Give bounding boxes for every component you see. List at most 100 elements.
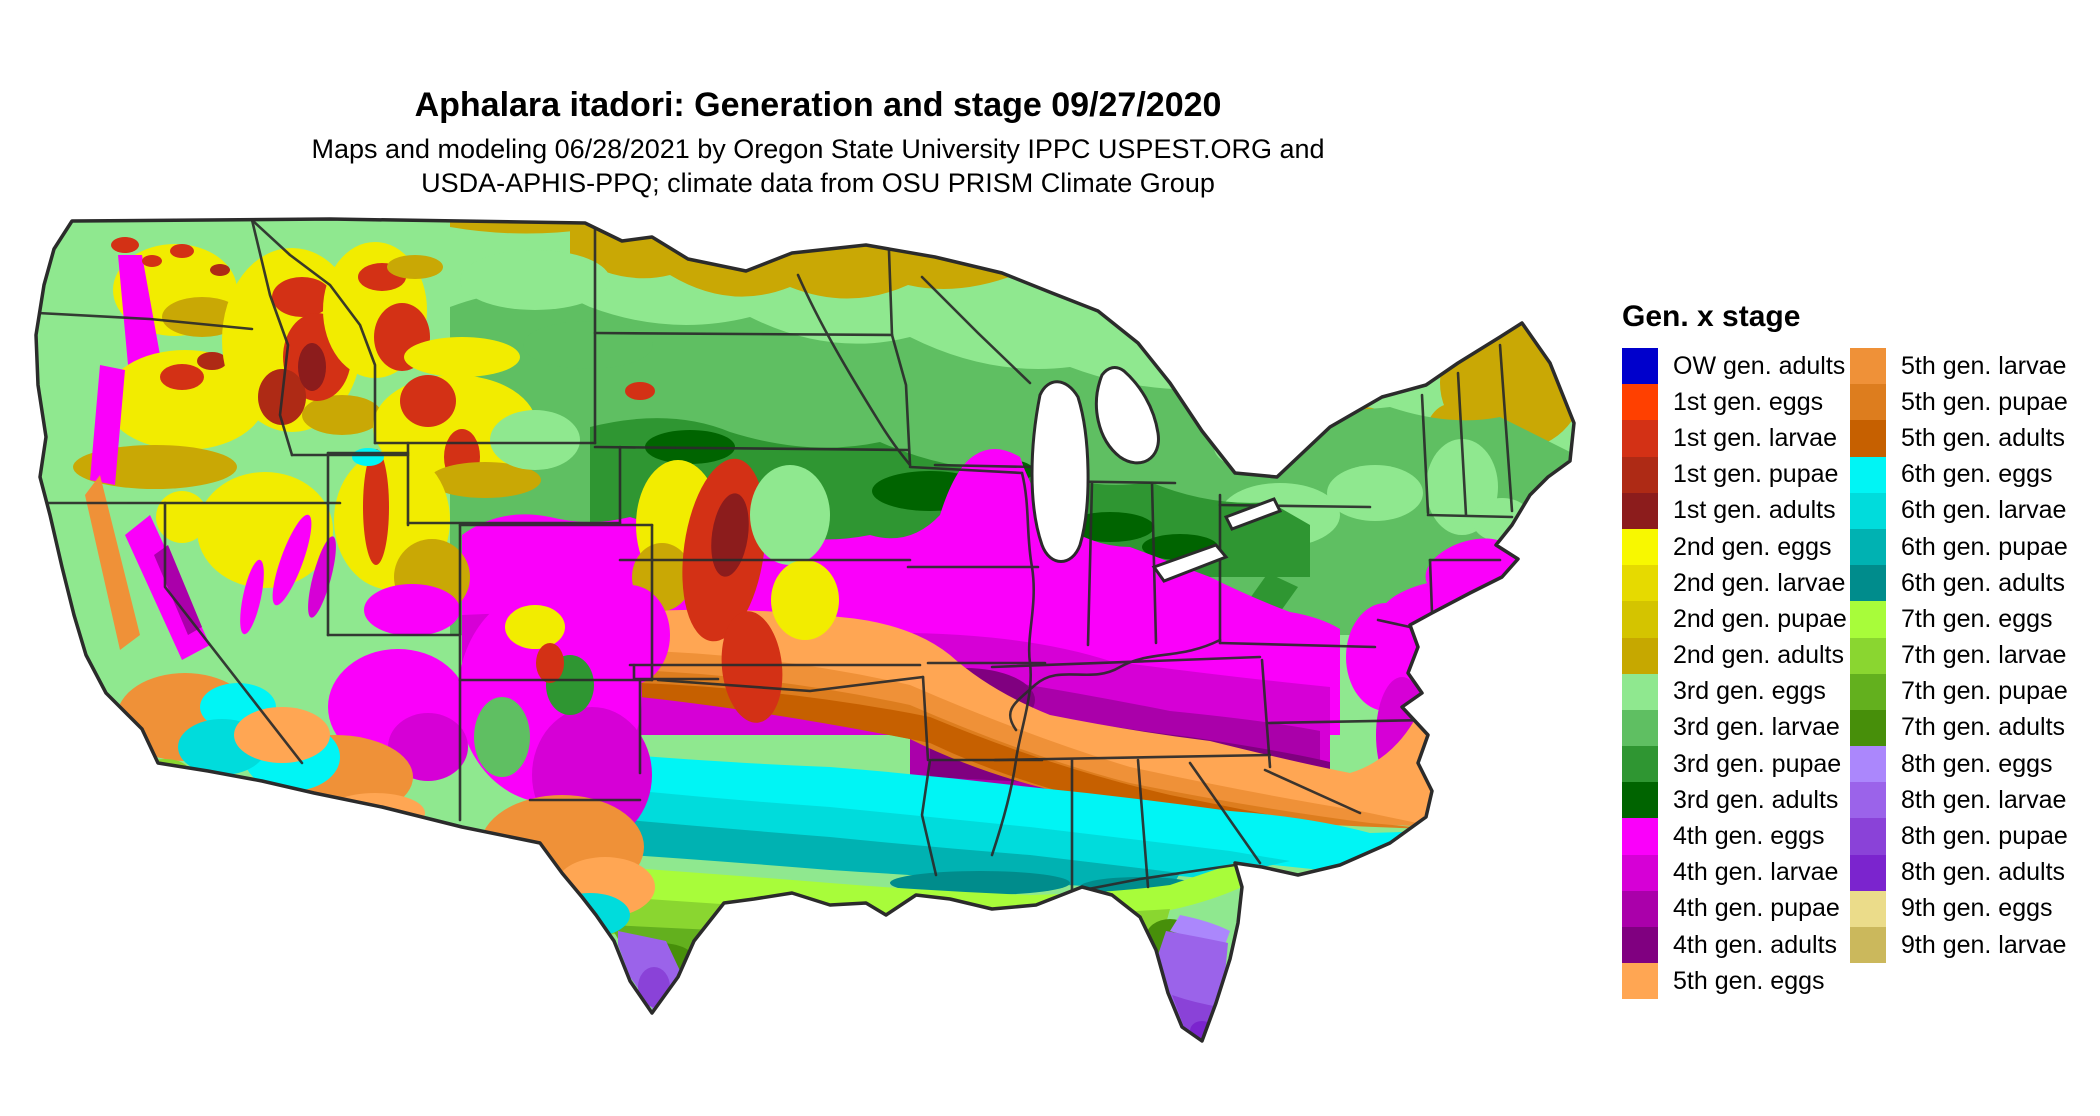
legend-swatch [1850, 456, 1886, 493]
legend-item: 7th gen. eggs [1850, 601, 2068, 638]
legend-label: 8th gen. adults [1901, 858, 2066, 887]
legend-label: 1st gen. adults [1673, 496, 1836, 525]
map-raster-layers [36, 219, 1574, 1041]
legend-item: 3rd gen. adults [1622, 782, 1847, 819]
legend-swatch [1622, 456, 1658, 493]
subtitle-line-2: USDA-APHIS-PPQ; climate data from OSU PR… [421, 168, 1215, 198]
legend-swatch [1622, 963, 1658, 1000]
legend-item: 5th gen. pupae [1850, 384, 2068, 421]
legend-item: 2nd gen. pupae [1622, 601, 1847, 638]
legend-label: 3rd gen. pupae [1673, 749, 1842, 778]
legend-item: 8th gen. eggs [1850, 746, 2068, 783]
legend-item: 3rd gen. pupae [1622, 746, 1847, 783]
legend-item: 3rd gen. eggs [1622, 673, 1847, 710]
legend-swatch [1850, 420, 1886, 457]
lake-michigan [1030, 380, 1090, 563]
legend-label: 8th gen. larvae [1901, 785, 2067, 814]
legend-label: 6th gen. eggs [1901, 460, 2053, 489]
legend-label: 2nd gen. eggs [1673, 532, 1832, 561]
legend-item: 6th gen. adults [1850, 565, 2068, 602]
legend-column-2: 5th gen. larvae 5th gen. pupae 5th gen. ad… [1850, 348, 2068, 964]
legend-swatch [1850, 890, 1886, 927]
legend-label: 7th gen. pupae [1901, 677, 2068, 706]
legend-label: 7th gen. larvae [1901, 641, 2067, 670]
legend-item: 9th gen. larvae [1850, 927, 2068, 964]
legend-item: 2nd gen. eggs [1622, 528, 1847, 566]
legend-item: 7th gen. pupae [1850, 673, 2068, 710]
legend-swatch [1622, 601, 1658, 638]
lake-erie [1151, 543, 1229, 583]
legend-label: 3rd gen. adults [1673, 785, 1839, 814]
legend-label: 5th gen. adults [1901, 423, 2066, 452]
legend-swatch [1850, 492, 1886, 529]
legend-swatch [1850, 637, 1886, 674]
legend-label: 4th gen. pupae [1673, 894, 1840, 923]
legend-swatch [1850, 709, 1886, 747]
legend-swatch [1850, 818, 1886, 855]
legend-label: 2nd gen. adults [1673, 641, 1844, 670]
legend-item: 9th gen. eggs [1850, 890, 2068, 927]
legend-swatch [1622, 565, 1658, 602]
legend-swatch [1850, 854, 1886, 891]
legend-swatch [1850, 384, 1886, 421]
legend: Gen. x stage OW gen. adults 1st gen. eggs… [1622, 300, 2082, 1000]
legend-label: 3rd gen. eggs [1673, 677, 1826, 706]
legend-label: 5th gen. pupae [1901, 387, 2068, 416]
state-borders [36, 219, 1514, 897]
legend-item: 5th gen. adults [1850, 420, 2068, 457]
legend-label: OW gen. adults [1673, 351, 1846, 380]
legend-swatch [1622, 854, 1658, 891]
legend-label: 7th gen. adults [1901, 713, 2066, 742]
legend-label: 9th gen. larvae [1901, 930, 2067, 959]
legend-swatch [1622, 782, 1658, 819]
lake-ontario [1223, 497, 1283, 531]
legend-swatch [1622, 890, 1658, 927]
legend-label: 8th gen. eggs [1901, 749, 2053, 778]
legend-label: 4th gen. eggs [1673, 822, 1825, 851]
legend-swatch [1622, 637, 1658, 674]
us-outline [34, 217, 1576, 1043]
legend-item: 2nd gen. adults [1622, 637, 1847, 674]
legend-item: 4th gen. adults [1622, 927, 1847, 964]
us-generation-stage-map [30, 215, 1580, 1065]
legend-swatch [1622, 528, 1658, 566]
legend-item: OW gen. adults [1622, 348, 1847, 385]
legend-label: 2nd gen. pupae [1673, 604, 1847, 633]
legend-swatch [1850, 746, 1886, 783]
legend-label: 8th gen. pupae [1901, 822, 2068, 851]
legend-label: 9th gen. eggs [1901, 894, 2053, 923]
legend-item: 4th gen. pupae [1622, 890, 1847, 927]
legend-item: 2nd gen. larvae [1622, 565, 1847, 602]
legend-label: 1st gen. eggs [1673, 387, 1824, 416]
page-title: Aphalara itadori: Generation and stage 0… [414, 86, 1222, 124]
legend-item: 7th gen. adults [1850, 709, 2068, 747]
legend-item: 6th gen. larvae [1850, 492, 2068, 529]
legend-label: 4th gen. larvae [1673, 858, 1839, 887]
legend-item: 7th gen. larvae [1850, 637, 2068, 674]
great-lakes [1030, 366, 1283, 583]
legend-swatch [1622, 709, 1658, 747]
legend-swatch [1850, 673, 1886, 710]
map-header: Aphalara itadori: Generation and stage 0… [30, 86, 1606, 200]
legend-label: 1st gen. pupae [1673, 460, 1839, 489]
legend-item: 4th gen. larvae [1622, 854, 1847, 891]
legend-swatch [1622, 927, 1658, 964]
legend-swatch [1622, 420, 1658, 457]
legend-swatch [1622, 492, 1658, 529]
legend-item: 3rd gen. larvae [1622, 709, 1847, 747]
legend-title: Gen. x stage [1622, 300, 1801, 333]
legend-item: 8th gen. larvae [1850, 782, 2068, 819]
legend-item: 6th gen. pupae [1850, 528, 2068, 566]
legend-swatch [1850, 565, 1886, 602]
legend-label: 7th gen. eggs [1901, 604, 2053, 633]
legend-label: 5th gen. larvae [1901, 351, 2067, 380]
legend-swatch [1622, 818, 1658, 855]
lake-huron [1094, 366, 1160, 465]
legend-item: 1st gen. eggs [1622, 384, 1847, 421]
legend-label: 6th gen. adults [1901, 568, 2066, 597]
legend-swatch [1850, 528, 1886, 566]
legend-label: 6th gen. pupae [1901, 532, 2068, 561]
legend-swatch [1850, 782, 1886, 819]
legend-swatch [1622, 746, 1658, 783]
legend-label: 5th gen. eggs [1673, 966, 1825, 995]
